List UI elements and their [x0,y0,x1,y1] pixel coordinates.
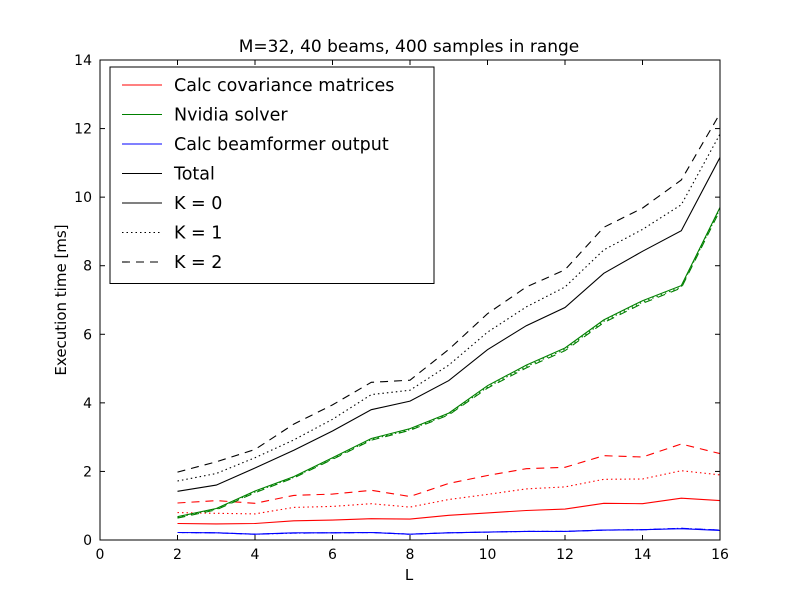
x-tick-label: 10 [479,547,497,563]
y-tick-label: 4 [83,396,92,412]
series-line-calc-covariance-matrices-k1 [177,470,720,515]
x-tick-label: 16 [711,547,729,563]
legend-label: K = 1 [174,224,222,244]
series-line-total-k0 [177,157,720,492]
plot-area [177,113,720,535]
legend-label: K = 2 [174,253,222,273]
y-tick-label: 0 [83,533,92,549]
x-tick-label: 12 [556,547,574,563]
y-tick-label: 14 [74,53,92,69]
y-tick-label: 6 [83,327,92,343]
x-tick-label: 4 [251,547,260,563]
series-line-total-k1 [177,133,720,482]
series-line-calc-covariance-matrices-k0 [177,497,720,525]
legend-box [109,66,435,284]
x-tick-label: 0 [96,547,105,563]
x-tick-label: 8 [406,547,415,563]
legend-label: Total [173,165,215,185]
x-tick-label: 6 [328,547,337,563]
y-tick-label: 8 [83,259,92,275]
axes: 0 2 4 6 8 10 12 14 16 0 2 4 6 8 10 12 14 [74,53,729,563]
series-line-nvidia-solver-k0 [177,207,720,518]
y-tick-label: 2 [83,464,92,480]
series-line-calc-covariance-matrices-k2 [177,443,720,504]
y-tick-label: 12 [74,122,92,138]
series-line-nvidia-solver-k1 [177,208,720,518]
series-line-calc-beamformer-output-k2 [177,527,720,535]
legend-label: Calc covariance matrices [174,76,394,96]
x-axis-label: L [405,566,414,584]
legend-label: K = 0 [174,194,222,214]
legend-label: Calc beamformer output [174,135,389,155]
x-tick-label: 2 [173,547,182,563]
x-tick-label: 14 [634,547,652,563]
legend-label: Nvidia solver [174,106,288,126]
y-axis-label: Execution time [ms] [52,224,70,375]
chart-title: M=32, 40 beams, 400 samples in range [239,37,580,57]
y-tick-label: 10 [74,190,92,206]
legend: Calc covariance matrices Nvidia solver Cal… [109,66,435,284]
